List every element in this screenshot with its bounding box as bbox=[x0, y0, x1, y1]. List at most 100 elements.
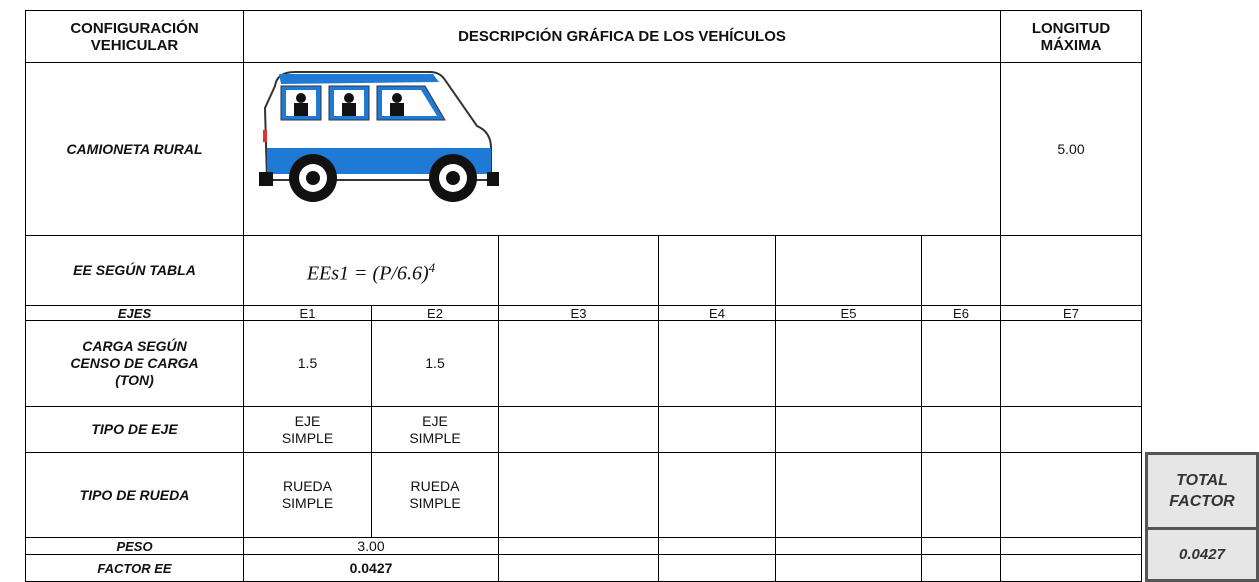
weight: 3.00 bbox=[243, 537, 499, 555]
text: E6 bbox=[953, 305, 969, 321]
empty-cell bbox=[775, 235, 922, 306]
axle: E1 bbox=[243, 305, 372, 321]
text-line: FACTOR bbox=[1169, 493, 1235, 510]
text-line: SIMPLE bbox=[409, 495, 461, 511]
text-line: LONGITUD bbox=[1031, 19, 1111, 37]
axle-type: EJE SIMPLE bbox=[243, 406, 372, 453]
axle-type: EJE SIMPLE bbox=[371, 406, 499, 453]
empty-cell bbox=[775, 320, 922, 407]
factor: 0.0427 bbox=[243, 554, 499, 582]
empty-cell bbox=[658, 554, 776, 582]
empty-cell bbox=[921, 235, 1001, 306]
empty-cell bbox=[775, 554, 922, 582]
text: DESCRIPCIÓN GRÁFICA DE LOS VEHÍCULOS bbox=[458, 28, 786, 45]
axle: E7 bbox=[1000, 305, 1142, 321]
text: FACTOR EE bbox=[97, 560, 172, 576]
text-line: MÁXIMA bbox=[1040, 36, 1102, 54]
total-value: 0.0427 bbox=[1145, 527, 1259, 582]
text: E4 bbox=[709, 305, 725, 321]
empty-cell bbox=[1000, 320, 1142, 407]
text-line: EJE bbox=[422, 412, 448, 429]
empty-cell bbox=[775, 406, 922, 453]
wheel-type: RUEDA SIMPLE bbox=[371, 452, 499, 538]
empty-cell bbox=[1000, 235, 1142, 306]
empty-cell bbox=[775, 537, 922, 555]
text-line: TOTAL bbox=[1176, 472, 1228, 489]
text: EE SEGÚN TABLA bbox=[73, 262, 196, 278]
header-description: DESCRIPCIÓN GRÁFICA DE LOS VEHÍCULOS bbox=[243, 10, 1001, 63]
text: E2 bbox=[427, 305, 443, 321]
vehicle-image-cell bbox=[243, 62, 1001, 236]
text-line: EJE bbox=[294, 412, 321, 429]
axle: E4 bbox=[658, 305, 776, 321]
text: EJES bbox=[117, 305, 152, 321]
text: E5 bbox=[840, 305, 857, 321]
axle: E6 bbox=[921, 305, 1001, 321]
text: CAMIONETA RURAL bbox=[66, 140, 203, 157]
empty-cell bbox=[1000, 406, 1142, 453]
text-line: SIMPLE bbox=[281, 495, 334, 511]
text-line: RUEDA bbox=[410, 478, 460, 494]
ee-label: EE SEGÚN TABLA bbox=[25, 235, 244, 306]
text: 0.0427 bbox=[349, 559, 393, 576]
text-line: RUEDA bbox=[282, 478, 332, 494]
empty-cell bbox=[658, 235, 776, 306]
text-line: CARGA SEGÚN bbox=[82, 338, 187, 354]
axle: E2 bbox=[371, 305, 499, 321]
weight-label: PESO bbox=[25, 537, 244, 555]
load: 1.5 bbox=[371, 320, 499, 407]
text: 1.5 bbox=[425, 355, 445, 371]
axle-type-label: TIPO DE EJE bbox=[25, 406, 244, 453]
text: TIPO DE RUEDA bbox=[79, 486, 190, 503]
formula-exponent: 4 bbox=[428, 259, 436, 275]
empty-cell bbox=[921, 320, 1001, 407]
van-illustration bbox=[259, 71, 499, 202]
text: E1 bbox=[299, 305, 316, 321]
text: 3.00 bbox=[357, 537, 385, 554]
formula-base: EEs1 = (P/6.6) bbox=[306, 262, 429, 285]
load-label: CARGA SEGÚN CENSO DE CARGA (TON) bbox=[25, 320, 244, 407]
text: 0.0427 bbox=[1179, 546, 1225, 563]
factor-label: FACTOR EE bbox=[25, 554, 244, 582]
empty-cell bbox=[498, 406, 659, 453]
empty-cell bbox=[921, 554, 1001, 582]
empty-cell bbox=[498, 320, 659, 407]
formula-text: EEs1 = (P/6.6)4 bbox=[306, 259, 436, 285]
max-length: 5.00 bbox=[1000, 62, 1142, 236]
empty-cell bbox=[658, 452, 776, 538]
empty-cell bbox=[498, 554, 659, 582]
empty-cell bbox=[658, 537, 776, 555]
text-line: (TON) bbox=[115, 372, 154, 388]
text: PESO bbox=[116, 538, 153, 554]
empty-cell bbox=[498, 537, 659, 555]
axle: E5 bbox=[775, 305, 922, 321]
empty-cell bbox=[498, 235, 659, 306]
empty-cell bbox=[775, 452, 922, 538]
axles-label: EJES bbox=[25, 305, 244, 321]
text-line: VEHICULAR bbox=[90, 36, 179, 54]
vehicle-name: CAMIONETA RURAL bbox=[25, 62, 244, 236]
empty-cell bbox=[1000, 452, 1142, 538]
text-line: CENSO DE CARGA bbox=[70, 355, 199, 371]
header-length: LONGITUD MÁXIMA bbox=[1000, 10, 1142, 63]
text-line: CONFIGURACIÓN bbox=[70, 19, 199, 37]
text-line: SIMPLE bbox=[409, 429, 461, 446]
text: E7 bbox=[1063, 305, 1079, 321]
empty-cell bbox=[921, 537, 1001, 555]
empty-cell bbox=[1000, 537, 1142, 555]
empty-cell bbox=[658, 320, 776, 407]
wheel-type: RUEDA SIMPLE bbox=[243, 452, 372, 538]
header-config: CONFIGURACIÓN VEHICULAR bbox=[25, 10, 244, 63]
empty-cell bbox=[921, 406, 1001, 453]
text: 5.00 bbox=[1057, 140, 1085, 157]
empty-cell bbox=[921, 452, 1001, 538]
text-line: SIMPLE bbox=[281, 429, 334, 446]
text: TIPO DE EJE bbox=[91, 421, 178, 437]
text: E3 bbox=[570, 305, 587, 321]
load: 1.5 bbox=[243, 320, 372, 407]
empty-cell bbox=[1000, 554, 1142, 582]
empty-cell bbox=[658, 406, 776, 453]
text: 1.5 bbox=[297, 355, 318, 371]
axle: E3 bbox=[498, 305, 659, 321]
